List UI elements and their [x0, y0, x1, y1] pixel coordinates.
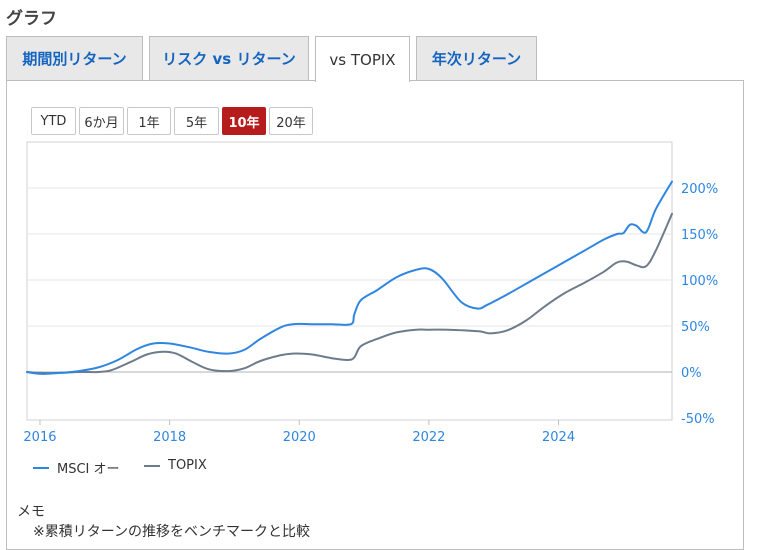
- series-line-topix: [26, 212, 673, 375]
- period-button-1y[interactable]: 1年: [127, 107, 171, 135]
- series-lines: [26, 180, 673, 375]
- x-tick-label: 2018: [153, 430, 186, 445]
- legend-swatch-topix: [144, 464, 160, 467]
- grid-lines: [27, 187, 672, 373]
- tab-vs-topix[interactable]: vs TOPIX: [315, 36, 410, 82]
- tab-risk-vs-return[interactable]: リスク vs リターン: [149, 36, 309, 80]
- y-tick-label: 100%: [681, 274, 718, 289]
- x-tick-label: 2022: [412, 430, 445, 445]
- memo-title: メモ: [17, 504, 45, 520]
- x-tick-label: 2016: [23, 430, 56, 445]
- legend-item-msci[interactable]: MSCI オー: [33, 458, 120, 477]
- x-tick-label: 2020: [283, 430, 316, 445]
- y-tick-label: 150%: [681, 228, 718, 243]
- chart-panel: [6, 80, 744, 550]
- memo-text: ※累積リターンの推移をベンチマークと比較: [33, 524, 311, 540]
- y-tick-label: 0%: [681, 366, 702, 381]
- period-button-10y[interactable]: 10年: [222, 107, 266, 135]
- y-tick-label: -50%: [681, 412, 715, 427]
- section-heading: グラフ: [6, 9, 57, 29]
- y-tick-label: 50%: [681, 320, 710, 335]
- period-button-ytd[interactable]: YTD: [31, 107, 76, 135]
- tab-annual-returns[interactable]: 年次リターン: [416, 36, 537, 80]
- period-button-20y[interactable]: 20年: [269, 107, 313, 135]
- axis-labels: -50% 0% 50% 100% 150% 200% 2016 2018 2020 2022 202…: [23, 182, 718, 445]
- legend-swatch-msci: [33, 466, 49, 469]
- tab-period-returns[interactable]: 期間別リターン: [6, 36, 143, 80]
- period-button-5y[interactable]: 5年: [174, 107, 219, 135]
- x-tick-label: 2024: [542, 430, 575, 445]
- y-tick-label: 200%: [681, 182, 718, 197]
- legend-label-msci: MSCI オー: [57, 462, 120, 477]
- period-button-6m[interactable]: 6か月: [79, 107, 124, 135]
- legend-label-topix: TOPIX: [168, 458, 207, 473]
- plot-area-border: [26, 141, 673, 421]
- legend-item-topix[interactable]: TOPIX: [144, 458, 207, 473]
- series-line-msci: [26, 180, 673, 375]
